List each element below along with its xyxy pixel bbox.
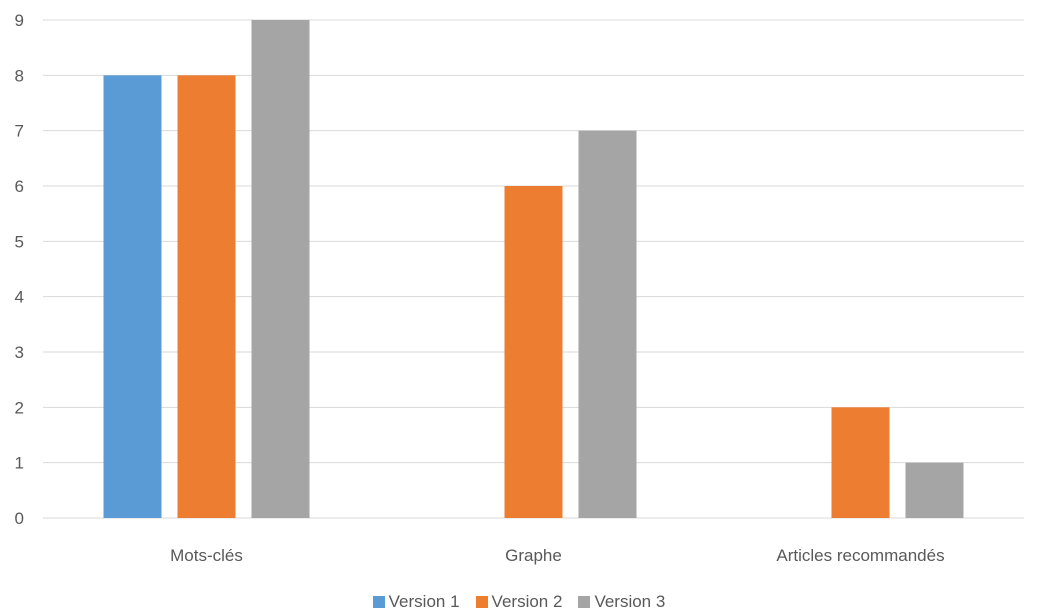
y-tick-label: 4 <box>15 288 24 307</box>
x-tick-label: Articles recommandés <box>776 546 944 565</box>
y-tick-label: 7 <box>15 122 24 141</box>
legend-item: Version 3 <box>578 592 665 612</box>
bar-version-2-2 <box>831 407 890 518</box>
y-tick-label: 5 <box>15 232 24 251</box>
legend-item: Version 2 <box>475 592 563 612</box>
y-tick-label: 1 <box>15 454 24 473</box>
y-tick-label: 3 <box>15 343 24 362</box>
legend-swatch <box>578 596 591 608</box>
x-axis-ticks: Mots-clés Graphe Articles recommandés <box>170 546 944 565</box>
legend: Version 1 Version 2 Version 3 <box>0 592 1038 612</box>
y-tick-label: 6 <box>15 177 24 196</box>
y-tick-label: 9 <box>15 11 24 30</box>
y-tick-label: 2 <box>15 398 24 417</box>
bar-chart: 0 1 2 3 4 5 6 7 8 9 Mots-clés Graphe Articles recom… <box>15 11 1024 565</box>
legend-swatch <box>475 596 488 608</box>
x-tick-label: Graphe <box>505 546 562 565</box>
legend-label: Version 1 <box>388 592 460 611</box>
y-tick-label: 8 <box>15 66 24 85</box>
bar-version-3-0 <box>251 20 310 518</box>
bars <box>103 20 964 518</box>
bar-version-2-0 <box>177 75 236 518</box>
x-tick-label: Mots-clés <box>170 546 243 565</box>
legend-swatch <box>372 596 385 608</box>
bar-version-3-1 <box>578 130 637 518</box>
legend-item: Version 1 <box>372 592 460 612</box>
legend-label: Version 3 <box>594 592 666 611</box>
legend-label: Version 2 <box>491 592 563 611</box>
y-axis-ticks: 0 1 2 3 4 5 6 7 8 9 <box>15 11 24 528</box>
bar-version-2-1 <box>504 186 563 518</box>
y-tick-label: 0 <box>15 509 24 528</box>
bar-version-3-2 <box>905 462 964 518</box>
bar-version-1-0 <box>103 75 162 518</box>
